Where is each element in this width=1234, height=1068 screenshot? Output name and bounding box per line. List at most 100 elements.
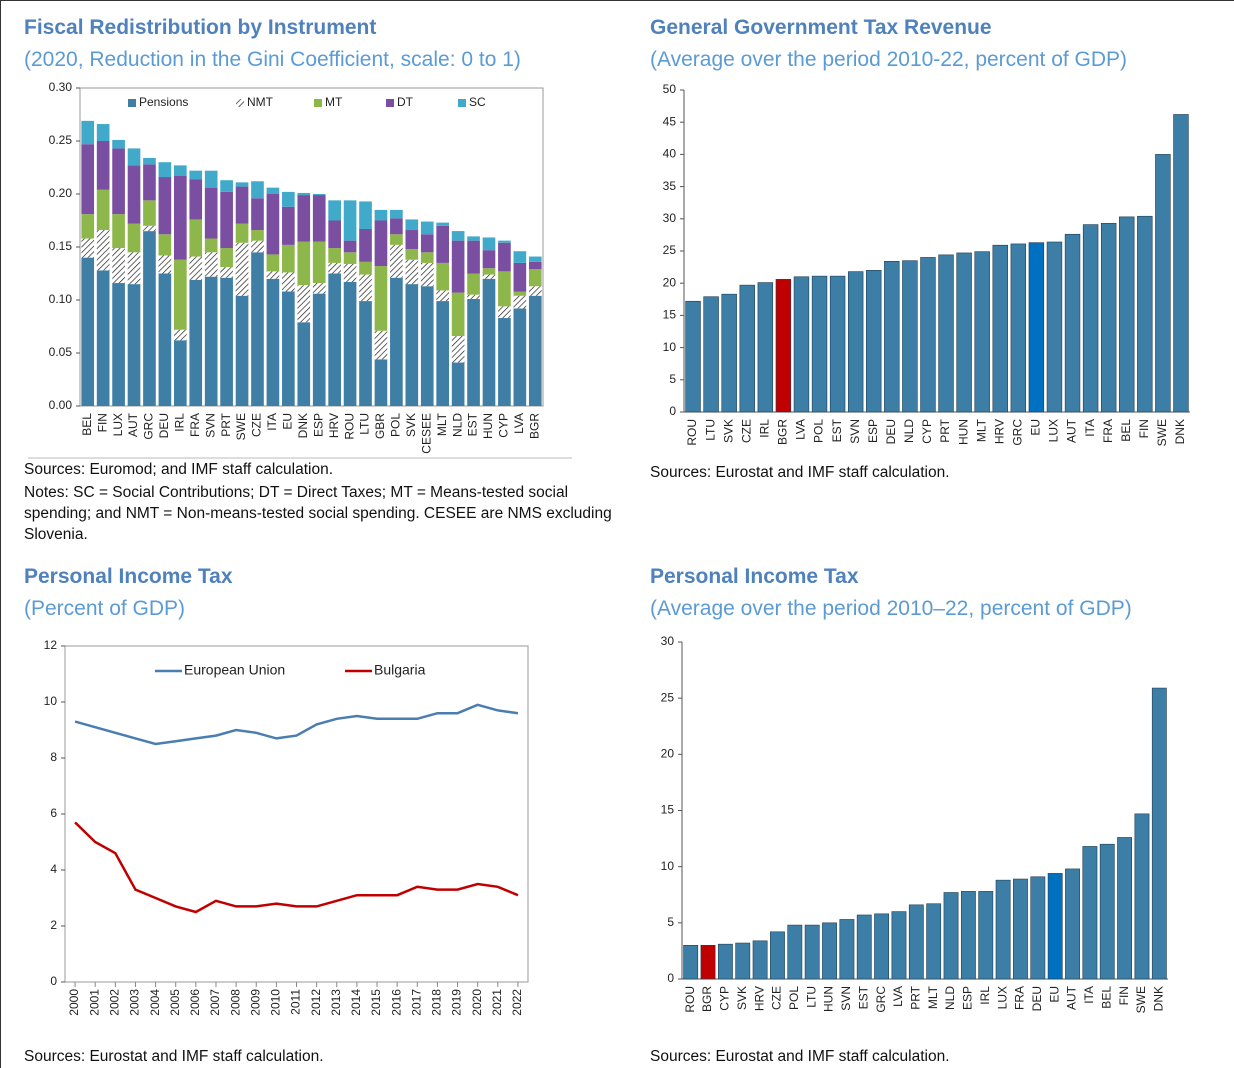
- bar: [1064, 233, 1081, 413]
- bar: [700, 944, 716, 980]
- bar-segment: [482, 250, 496, 269]
- bar-segment: [127, 284, 141, 406]
- bar-segment: [436, 290, 450, 302]
- bar: [1134, 813, 1150, 980]
- x-tick-label: DEU: [157, 413, 171, 438]
- bar-segment: [467, 298, 480, 406]
- x-tick-label: BEL: [1119, 419, 1133, 442]
- y-tick-label: 2: [50, 918, 57, 932]
- bar: [992, 244, 1008, 413]
- bar: [721, 293, 737, 413]
- bar-segment: [374, 330, 388, 360]
- bar-segment: [173, 329, 187, 341]
- bar-segment: [282, 191, 295, 207]
- bar-segment: [189, 170, 203, 180]
- bar-segment: [328, 200, 341, 221]
- bar-segment: [127, 223, 141, 253]
- bar-segment: [96, 230, 110, 271]
- bar: [822, 922, 837, 980]
- x-tick-label: SVK: [735, 986, 749, 1010]
- x-tick-label: DEU: [1030, 986, 1044, 1011]
- bar: [938, 254, 954, 413]
- bar-segment: [96, 124, 110, 141]
- y-tick-label: 0.05: [49, 345, 73, 359]
- x-tick-label: 2003: [128, 989, 142, 1016]
- y-tick-label: 20: [663, 275, 677, 289]
- bar: [920, 257, 936, 413]
- bar: [891, 911, 907, 980]
- bar-segment: [235, 295, 249, 406]
- y-tick-label: 0.15: [49, 239, 73, 253]
- x-tick-label: PRT: [219, 412, 233, 436]
- y-tick-label: 0.30: [49, 80, 73, 94]
- bar-segment: [451, 240, 465, 293]
- bar-segment: [374, 266, 388, 331]
- bar: [995, 879, 1011, 980]
- bar-segment: [158, 162, 172, 178]
- bar: [1119, 216, 1135, 413]
- x-tick-label: HRV: [752, 986, 766, 1011]
- x-tick-label: NLD: [450, 413, 464, 437]
- bar: [804, 924, 820, 980]
- x-tick-label: CYP: [920, 419, 934, 444]
- x-tick-label: EST: [466, 412, 480, 436]
- bar: [1155, 154, 1171, 413]
- x-tick-label: 2018: [430, 989, 444, 1016]
- bar-segment: [467, 273, 480, 295]
- bar-segment: [513, 308, 527, 406]
- x-tick-label: 2019: [450, 989, 464, 1016]
- bar-segment: [173, 175, 187, 260]
- x-tick-label: EST: [856, 985, 870, 1009]
- chart-title: General Government Tax Revenue: [650, 16, 992, 39]
- x-tick-label: CYP: [497, 413, 511, 438]
- x-tick-label: ROU: [683, 986, 697, 1013]
- bar-segment: [158, 255, 172, 274]
- y-tick-label: 15: [663, 308, 677, 322]
- bar-segment: [112, 148, 125, 215]
- y-tick-label: 20: [661, 747, 675, 761]
- bar-segment: [513, 251, 527, 263]
- bar: [1137, 215, 1153, 413]
- bar: [874, 913, 890, 980]
- bar-segment: [359, 274, 372, 302]
- source: Sources: Euromod; and IMF staff calculat…: [24, 461, 334, 478]
- bar: [1046, 241, 1063, 413]
- bar-segment: [81, 120, 95, 145]
- bar-segment: [112, 139, 125, 149]
- bar-segment: [112, 283, 125, 406]
- x-tick-label: ITA: [1082, 986, 1096, 1004]
- bar-segment: [189, 179, 203, 220]
- bar: [884, 261, 900, 413]
- bar-segment: [312, 283, 326, 294]
- bar-segment: [498, 318, 511, 406]
- x-tick-label: LTU: [804, 986, 818, 1008]
- bar-segment: [482, 278, 496, 406]
- bar-segment: [420, 234, 434, 253]
- bar-segment: [359, 201, 372, 229]
- chart-title: Personal Income Tax: [24, 565, 233, 588]
- bar-segment: [204, 170, 218, 188]
- bar-segment: [359, 301, 372, 406]
- bar-segment: [467, 294, 480, 299]
- bar-segment: [312, 293, 326, 406]
- y-tick-label: 30: [663, 211, 677, 225]
- x-tick-label: LTU: [358, 413, 372, 435]
- bar-segment: [266, 278, 280, 406]
- x-tick-label: PRT: [938, 418, 952, 442]
- source: Sources: Eurostat and IMF staff calculat…: [650, 464, 950, 481]
- bar-segment: [127, 252, 141, 285]
- x-tick-label: 2006: [188, 989, 202, 1016]
- bar-segment: [420, 221, 434, 235]
- bar-segment: [143, 164, 156, 201]
- bar-segment: [405, 259, 419, 285]
- x-tick-label: MLT: [435, 412, 449, 436]
- y-tick-label: 50: [663, 82, 677, 96]
- x-tick-label: 2016: [389, 989, 403, 1016]
- bar-segment: [297, 195, 311, 242]
- bar-segment: [112, 248, 125, 284]
- y-tick-label: 5: [667, 915, 674, 929]
- bar-segment: [220, 277, 233, 406]
- chart-subtitle: (2020, Reduction in the Gini Coefficient…: [24, 48, 521, 71]
- bar: [1030, 876, 1046, 980]
- x-tick-label: 2005: [168, 989, 182, 1016]
